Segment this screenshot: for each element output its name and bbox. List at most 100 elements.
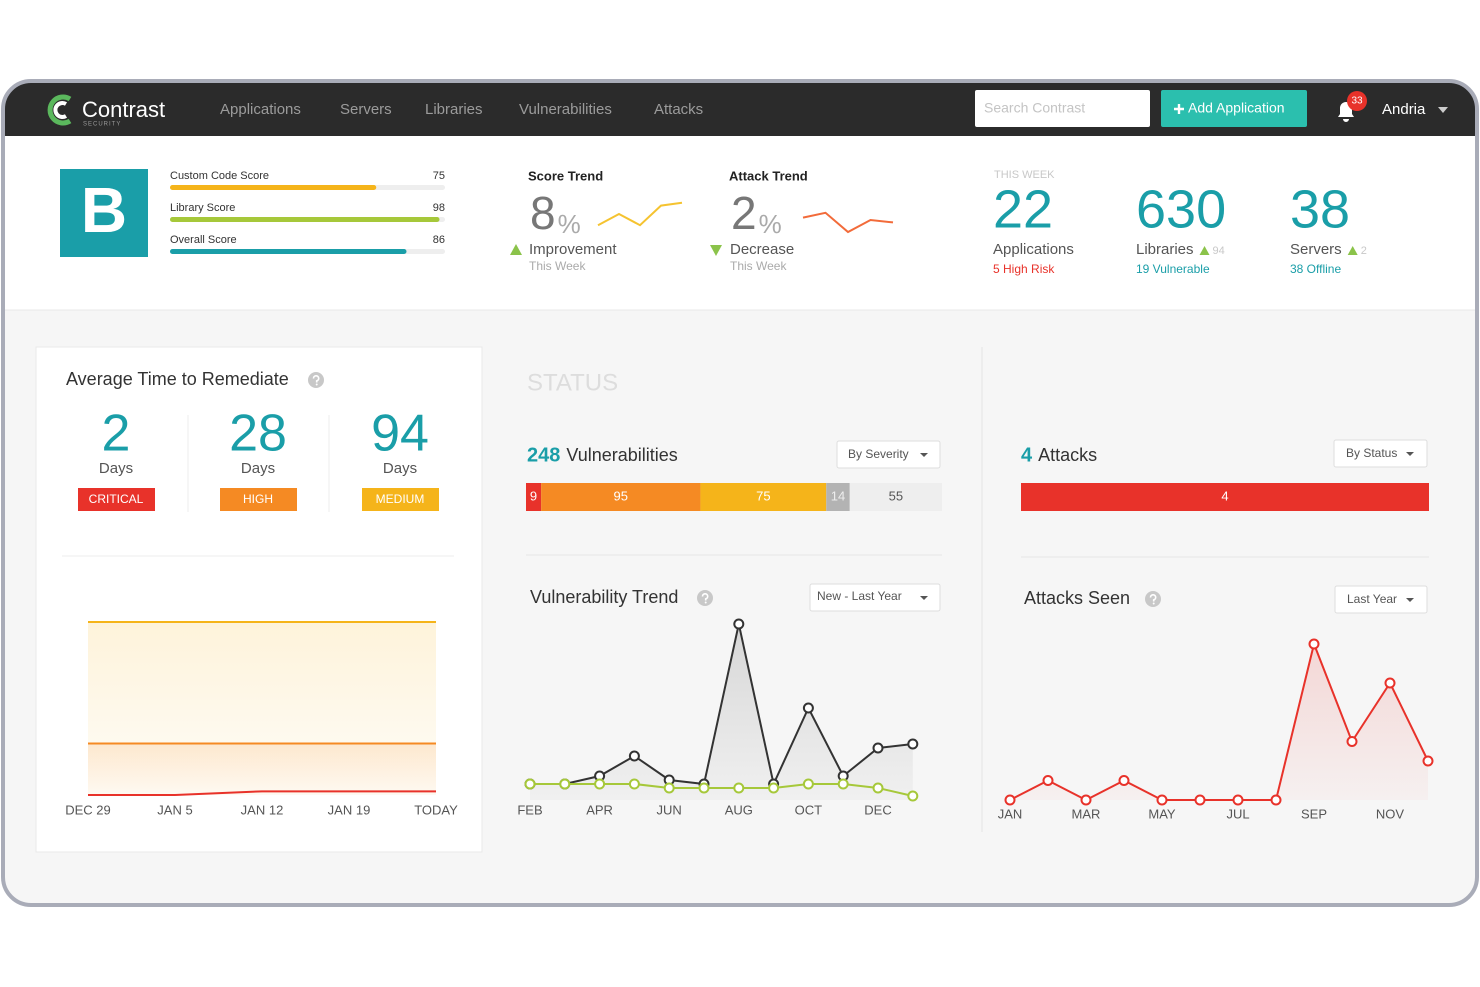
notification-badge: [1347, 91, 1367, 111]
remediate-value: 2: [102, 405, 131, 463]
point: [559, 778, 571, 790]
point: [1004, 794, 1016, 806]
remediate-unit: Days: [99, 460, 133, 477]
down-arrow: [710, 245, 722, 256]
point: [1080, 794, 1092, 806]
nav-link[interactable]: Vulnerabilities: [519, 101, 612, 118]
point: [628, 750, 640, 762]
x-tick-label: OCT: [795, 802, 823, 817]
sparkline: [597, 201, 683, 227]
remediate-value: 94: [371, 405, 429, 463]
stat-note: 19 Vulnerable: [1136, 262, 1210, 276]
search-placeholder: Search Contrast: [984, 100, 1085, 116]
help-icon[interactable]: [1145, 591, 1161, 607]
dropdown-caret: [1406, 598, 1414, 602]
dropdown-label[interactable]: New - Last Year: [817, 589, 902, 603]
x-tick-label: JAN 5: [157, 802, 192, 817]
dropdown-label[interactable]: Last Year: [1347, 592, 1397, 606]
add-application-button[interactable]: [1161, 90, 1307, 127]
score-value: 86: [433, 234, 445, 246]
stat-label: Servers: [1290, 241, 1342, 258]
x-tick-label: APR: [586, 802, 613, 817]
x-tick-label: FEB: [517, 802, 542, 817]
severity-badge: [78, 488, 155, 511]
nav-link[interactable]: Servers: [340, 101, 392, 118]
x-tick-label: DEC 29: [65, 802, 111, 817]
area: [530, 624, 913, 800]
line: [1009, 640, 1429, 802]
segment-label: 75: [756, 488, 770, 503]
x-tick-label: JUN: [657, 802, 682, 817]
x-tick-label: JAN 12: [241, 802, 284, 817]
point: [1156, 794, 1168, 806]
point: [698, 782, 710, 794]
x-tick-label: JAN 19: [328, 802, 371, 817]
point: [733, 782, 745, 794]
trend-direction: Improvement: [529, 241, 617, 258]
device-frame: [1, 79, 1479, 907]
severity-label: HIGH: [243, 492, 273, 506]
dropdown[interactable]: [836, 440, 941, 469]
user-name[interactable]: Andria: [1382, 101, 1426, 118]
bar-segment: [541, 483, 701, 511]
point: [872, 742, 884, 754]
score-bar: [170, 249, 407, 254]
segment-label: 9: [530, 488, 537, 503]
point: [802, 778, 814, 790]
point: [907, 738, 919, 750]
x-tick-label: MAY: [1148, 806, 1176, 821]
help-icon[interactable]: [697, 590, 713, 606]
segment-label: 4: [1221, 488, 1228, 503]
point: [1308, 638, 1320, 650]
severity-label: MEDIUM: [376, 492, 425, 506]
card-title: Average Time to Remediate: [66, 369, 289, 389]
point: [768, 782, 780, 794]
nav-link[interactable]: Libraries: [425, 101, 483, 118]
dropdown-caret: [920, 596, 928, 600]
plus-icon: [1174, 104, 1184, 114]
dropdown[interactable]: [1334, 585, 1428, 614]
x-tick-label: JUL: [1226, 806, 1249, 821]
x-tick-label: AUG: [725, 802, 753, 817]
remediate-unit: Days: [241, 460, 275, 477]
nav-link[interactable]: Applications: [220, 101, 301, 118]
severity-badge: [362, 488, 439, 511]
point: [837, 778, 849, 790]
point: [1232, 794, 1244, 806]
search-box[interactable]: [975, 90, 1150, 127]
x-tick-label: JAN: [998, 806, 1023, 821]
trend-value: 8: [530, 187, 556, 239]
brand-sub: SECURITY: [83, 122, 121, 128]
remediate-unit: Days: [383, 460, 417, 477]
add-button-label: Add Application: [1188, 100, 1285, 116]
point: [733, 618, 745, 630]
dropdown-label[interactable]: By Severity: [848, 447, 909, 461]
x-tick-label: MAR: [1072, 806, 1101, 821]
delta-arrow: [1199, 246, 1210, 255]
user-caret[interactable]: [1438, 107, 1448, 113]
stat-label: Libraries: [1136, 241, 1194, 258]
count-label: Attacks: [1038, 445, 1097, 465]
count-label: Vulnerabilities: [566, 445, 677, 465]
point: [1118, 775, 1130, 786]
x-tick-label: DEC: [864, 802, 891, 817]
chart-title: Attacks Seen: [1024, 588, 1130, 608]
point: [628, 778, 640, 790]
dropdown[interactable]: [1333, 439, 1428, 468]
score-label: Overall Score: [170, 234, 237, 246]
notification-count: 33: [1351, 96, 1363, 107]
point: [1194, 794, 1206, 806]
help-icon[interactable]: [308, 372, 324, 388]
trend-unit: %: [759, 209, 782, 239]
bar-segment: [526, 483, 542, 511]
point: [663, 782, 675, 794]
dropdown[interactable]: [809, 583, 941, 612]
area: [1010, 644, 1428, 800]
dropdown-label[interactable]: By Status: [1346, 446, 1397, 460]
line: [530, 623, 913, 788]
point: [1422, 755, 1434, 767]
x-tick-label: TODAY: [414, 802, 458, 817]
trend-period: This Week: [529, 259, 586, 273]
nav-link[interactable]: Attacks: [654, 101, 703, 118]
